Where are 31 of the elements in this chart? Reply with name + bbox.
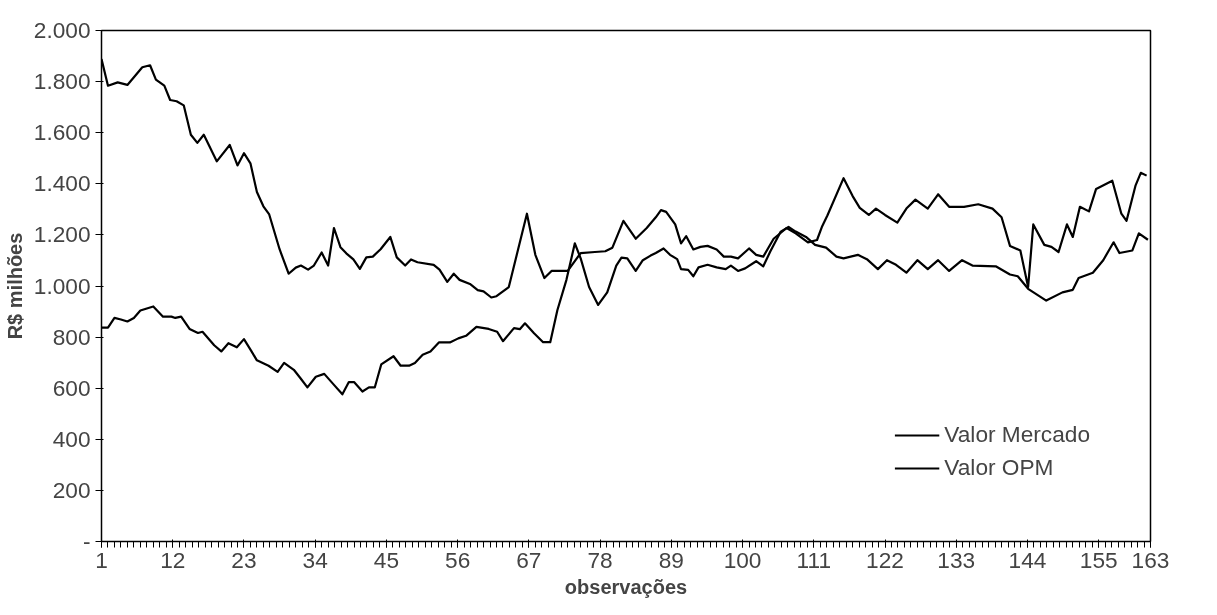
x-tick-label: 163: [1131, 546, 1170, 573]
x-tick-label: 56: [445, 546, 471, 573]
y-tick-label: 600: [52, 374, 91, 401]
x-tick-label: 78: [587, 546, 613, 573]
x-tick-label: 45: [373, 546, 400, 573]
y-tick-label: 1.800: [33, 68, 91, 95]
x-tick-label: 89: [658, 546, 684, 573]
x-tick-label: 67: [516, 546, 542, 573]
x-tick-label: 133: [937, 546, 976, 573]
y-tick-label: 1.600: [33, 119, 91, 146]
y-axis-title: R$ milhões: [3, 232, 26, 340]
x-tick-label: 12: [160, 546, 186, 573]
legend-label: Valor OPM: [944, 454, 1054, 481]
y-tick-label: 1.400: [33, 170, 91, 197]
x-tick-label: 34: [302, 546, 328, 573]
legend-label: Valor Mercado: [944, 421, 1090, 448]
y-tick-label: 400: [52, 425, 91, 452]
x-tick-label: 122: [866, 546, 904, 573]
y-tick-label: 2.000: [33, 17, 91, 43]
x-tick-label: 23: [231, 546, 257, 573]
x-axis-title: observações: [564, 575, 688, 598]
y-tick-label: 1.200: [33, 221, 91, 248]
x-tick-label: 144: [1008, 546, 1047, 573]
y-tick-label: 200: [52, 476, 91, 503]
x-tick-label: 1: [95, 546, 108, 573]
y-tick-label: 800: [52, 323, 91, 350]
x-tick-label: 111: [796, 546, 831, 573]
y-tick-label: -: [82, 528, 91, 554]
x-tick-label: 100: [723, 546, 762, 573]
x-tick-label: 155: [1079, 546, 1118, 573]
y-tick-label: 1.000: [33, 272, 91, 299]
